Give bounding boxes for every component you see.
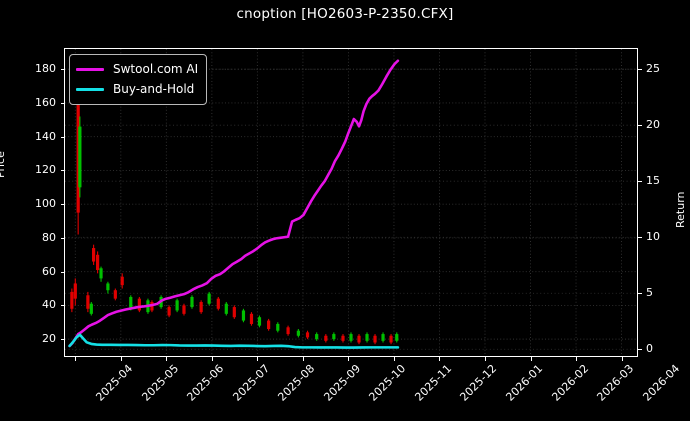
legend-swatch-swtool-ai bbox=[76, 67, 104, 71]
x-axis-tick-mark bbox=[484, 357, 486, 361]
legend-item-buy-and-hold[interactable]: Buy-and-Hold bbox=[76, 79, 198, 99]
x-axis-tick-mark bbox=[120, 357, 122, 361]
y-axis-right-label: Return bbox=[674, 191, 687, 228]
plot-canvas bbox=[65, 49, 637, 356]
y-axis-left-tick-mark bbox=[60, 102, 64, 104]
y-axis-left-tick-label: 100 bbox=[35, 197, 56, 211]
y-axis-left-tick-label: 160 bbox=[35, 95, 56, 109]
x-axis-tick-mark bbox=[302, 357, 304, 361]
x-axis-tick-mark bbox=[211, 357, 213, 361]
y-axis-left-tick-label: 80 bbox=[42, 230, 56, 244]
x-axis-tick-label: 2025-11 bbox=[412, 362, 455, 404]
y-axis-left-tick-mark bbox=[60, 204, 64, 206]
x-axis-tick-label: 2025-10 bbox=[366, 362, 409, 404]
y-axis-left-tick-label: 40 bbox=[42, 298, 56, 312]
y-axis-left-tick-mark bbox=[60, 271, 64, 273]
y-axis-right-tick-mark bbox=[638, 181, 642, 183]
x-axis-tick-mark bbox=[439, 357, 441, 361]
y-axis-left-tick-label: 60 bbox=[42, 264, 56, 278]
legend-item-swtool-ai[interactable]: Swtool.com AI bbox=[76, 59, 198, 79]
x-axis-tick-mark bbox=[530, 357, 532, 361]
chart-legend: Swtool.com AI Buy-and-Hold bbox=[69, 54, 208, 105]
y-axis-left-tick-label: 180 bbox=[35, 62, 56, 76]
y-axis-right-tick-label: 20 bbox=[646, 118, 660, 132]
legend-label-buy-and-hold: Buy-and-Hold bbox=[113, 82, 195, 96]
x-axis-tick-mark bbox=[257, 357, 259, 361]
chart-title: cnoption [HO2603-P-2350.CFX] bbox=[236, 6, 454, 22]
y-axis-right-tick-mark bbox=[638, 69, 642, 71]
y-axis-left-tick-label: 120 bbox=[35, 163, 56, 177]
legend-swatch-buy-and-hold bbox=[76, 87, 104, 91]
y-axis-right-tick-mark bbox=[638, 237, 642, 239]
y-axis-left-label: Price bbox=[0, 151, 7, 178]
y-axis-right-tick-mark bbox=[638, 125, 642, 127]
y-axis-left-tick-mark bbox=[60, 136, 64, 138]
y-axis-left-tick-mark bbox=[60, 305, 64, 307]
x-axis-tick-label: 2025-04 bbox=[93, 362, 136, 404]
y-axis-left-tick-mark bbox=[60, 69, 64, 71]
x-axis-tick-mark bbox=[75, 357, 77, 361]
y-axis-right-tick-label: 10 bbox=[646, 230, 660, 244]
y-axis-right-tick-label: 15 bbox=[646, 174, 660, 188]
y-axis-left-tick-label: 20 bbox=[42, 332, 56, 346]
x-axis-tick-mark bbox=[621, 357, 623, 361]
y-axis-left-tick-label: 140 bbox=[35, 129, 56, 143]
x-axis-tick-label: 2026-03 bbox=[594, 362, 637, 404]
y-axis-left-tick-mark bbox=[60, 339, 64, 341]
x-axis-tick-label: 2025-07 bbox=[230, 362, 273, 404]
x-axis-tick-mark bbox=[393, 357, 395, 361]
legend-label-swtool-ai: Swtool.com AI bbox=[113, 62, 199, 76]
x-axis-tick-label: 2026-01 bbox=[503, 362, 546, 404]
x-axis-tick-label: 2026-04 bbox=[640, 362, 682, 404]
x-axis-tick-mark bbox=[166, 357, 168, 361]
x-axis-tick-mark bbox=[576, 357, 578, 361]
y-axis-right-tick-mark bbox=[638, 349, 642, 351]
y-axis-right-tick-label: 25 bbox=[646, 62, 660, 76]
x-axis-tick-label: 2025-09 bbox=[321, 362, 364, 404]
y-axis-right-tick-label: 0 bbox=[646, 342, 653, 356]
x-axis-tick-mark bbox=[348, 357, 350, 361]
y-axis-left-tick-mark bbox=[60, 237, 64, 239]
x-axis-tick-label: 2025-05 bbox=[139, 362, 181, 404]
x-axis-tick-label: 2025-08 bbox=[275, 362, 318, 404]
x-axis-tick-label: 2025-12 bbox=[457, 362, 500, 404]
y-axis-right-tick-mark bbox=[638, 293, 642, 295]
y-axis-right-tick-label: 5 bbox=[646, 286, 653, 300]
y-axis-left-tick-mark bbox=[60, 170, 64, 172]
x-axis-tick-label: 2026-02 bbox=[548, 362, 591, 404]
x-axis-tick-label: 2025-06 bbox=[184, 362, 227, 404]
